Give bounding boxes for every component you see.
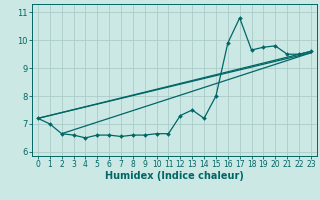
X-axis label: Humidex (Indice chaleur): Humidex (Indice chaleur)	[105, 171, 244, 181]
